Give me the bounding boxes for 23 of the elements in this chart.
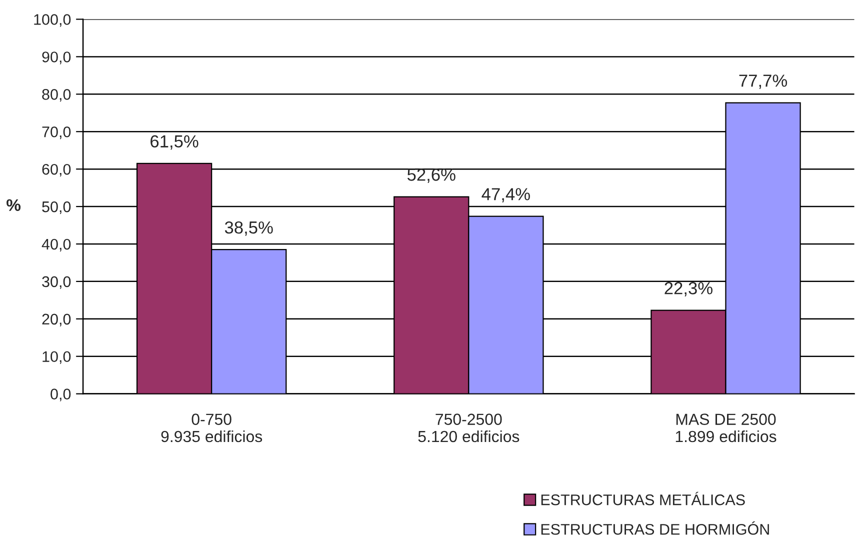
y-tick-label: 10,0 — [42, 351, 71, 364]
data-label: 22,3% — [664, 282, 712, 296]
y-tick-label: 20,0 — [42, 314, 71, 326]
y-tick-label: 50,0 — [42, 201, 71, 214]
y-tick-label: 30,0 — [42, 276, 71, 289]
legend-label: ESTRUCTURAS METÁLICAS — [541, 492, 745, 506]
y-axis-title: % — [6, 199, 21, 211]
y-tick-label: 80,0 — [42, 89, 71, 102]
x-tick-label: MAS DE 2500 1.899 edificios — [676, 414, 776, 442]
data-label: 61,5% — [150, 135, 198, 150]
data-label: 38,5% — [224, 221, 273, 236]
x-tick-label: 750-2500 5.120 edificios — [418, 414, 520, 442]
y-tick-label: 60,0 — [42, 164, 71, 177]
y-tick-label: 70,0 — [42, 126, 71, 140]
legend-label: ESTRUCTURAS DE HORMIGÓN — [541, 521, 769, 535]
data-label: 77,7% — [739, 74, 788, 89]
data-label: 47,4% — [482, 188, 530, 202]
y-tick-label: 100,0 — [34, 14, 71, 27]
y-tick-label: 0,0 — [50, 388, 71, 402]
x-tick-label: 0-750 9.935 edificios — [161, 414, 262, 442]
y-tick-label: 90,0 — [42, 52, 71, 64]
data-label: 52,6% — [407, 168, 456, 183]
y-tick-label: 40,0 — [42, 238, 71, 252]
